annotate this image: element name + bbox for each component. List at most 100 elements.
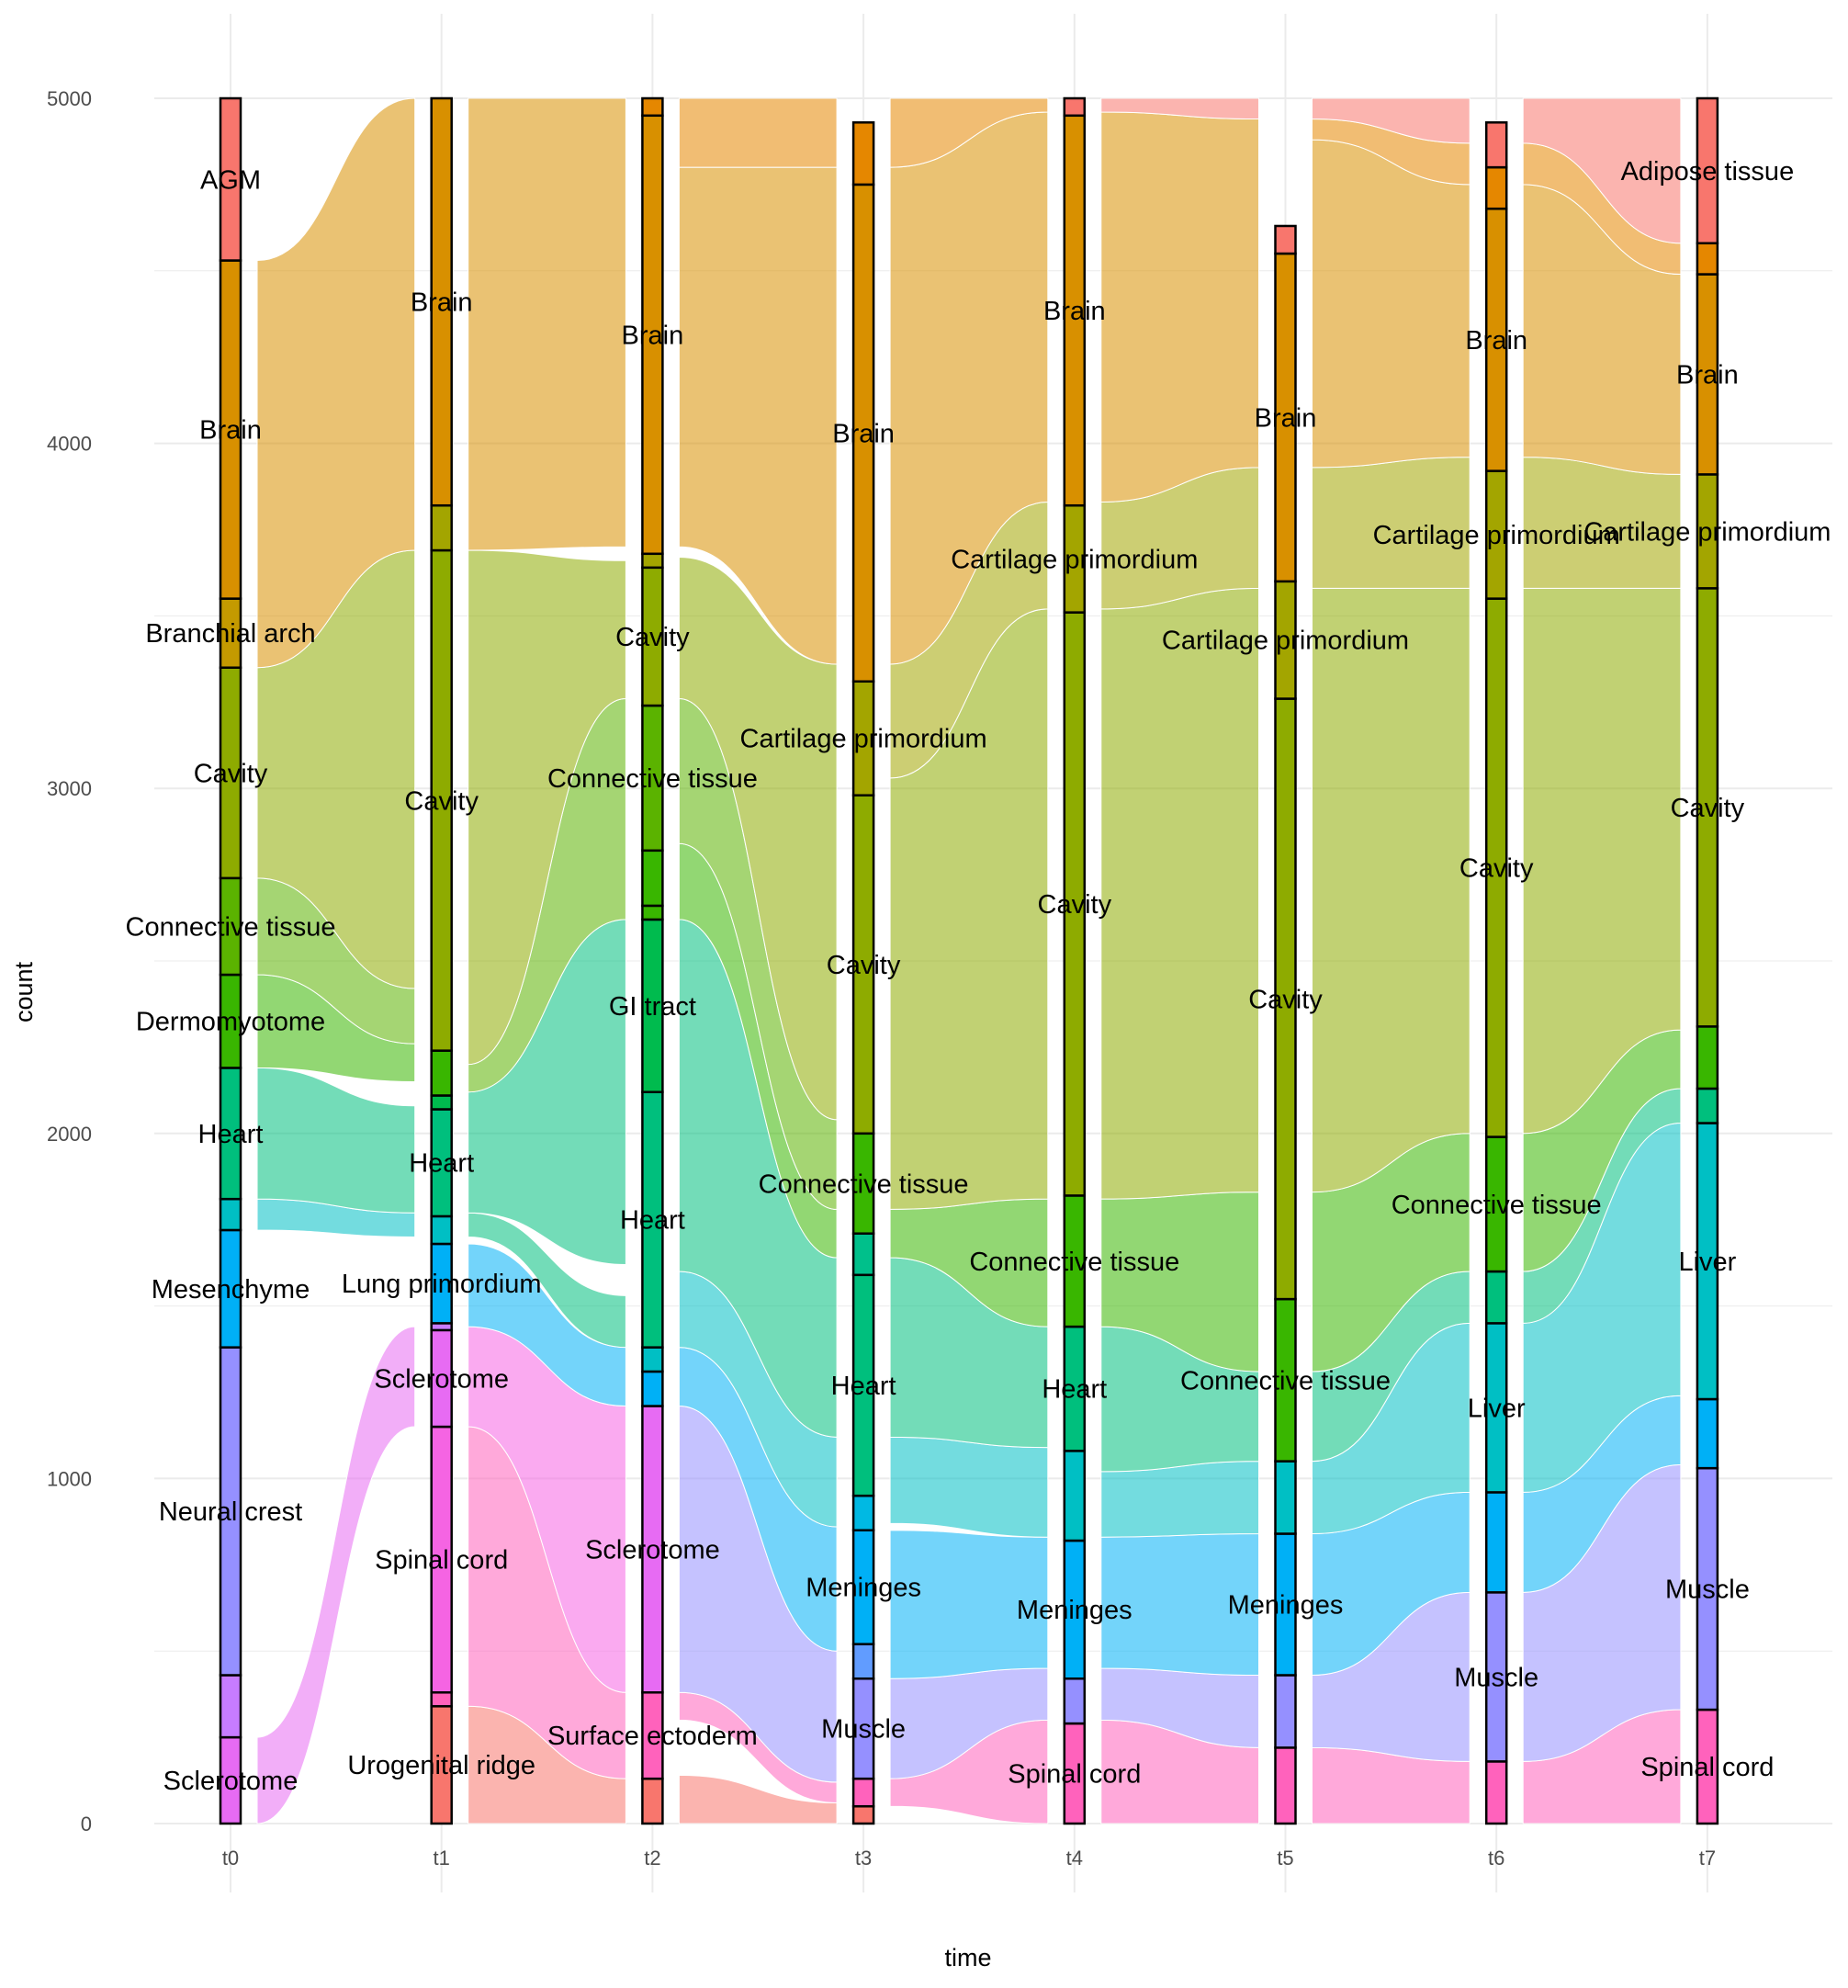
stratum-segment [430, 1214, 453, 1246]
y-axis-ticks: 0 1000 2000 3000 4000 5000 [47, 87, 92, 1836]
flow-band [1100, 97, 1259, 120]
stratum-label: Brain [1676, 360, 1739, 390]
y-tick-label: 3000 [47, 777, 92, 800]
stratum-segment [219, 1197, 242, 1232]
stratum-label: Cavity [1038, 890, 1112, 920]
stratum-segment [641, 552, 664, 570]
flow-band [889, 1436, 1049, 1538]
stratum-label: Adipose tissue [1621, 157, 1795, 186]
stratum-label: Brain [199, 416, 262, 446]
stratum-label: Sclerotome [585, 1535, 720, 1564]
flow-band [468, 1243, 626, 1407]
stratum-segment [219, 1674, 242, 1739]
stratum-label: Mesenchyme [152, 1275, 310, 1305]
stratum-label: Heart [831, 1372, 896, 1401]
stratum-label: Liver [1468, 1394, 1526, 1423]
stratum-label: Brain [1043, 297, 1106, 326]
stratum-segment [1484, 121, 1508, 169]
stratum-segment [1484, 1270, 1508, 1325]
stratum-label: Brain [411, 288, 473, 318]
stratum-segment [1696, 1397, 1719, 1470]
stratum-segment [430, 503, 453, 552]
stratum-label: Connective tissue [126, 912, 336, 942]
x-tick-label: t1 [434, 1847, 450, 1869]
stratum-label: Cartilage primordium [1583, 517, 1831, 547]
stratum-label: Meninges [1017, 1596, 1132, 1625]
flow-band [256, 1067, 416, 1214]
stratum-segment [641, 1346, 664, 1373]
stratum-label: Brain [1255, 403, 1317, 433]
stratum-label: Muscle [821, 1715, 906, 1745]
stratum-segment [219, 96, 242, 262]
stratum-segment [641, 96, 664, 118]
stratum-label: Heart [1042, 1375, 1107, 1405]
stratum-segment [1484, 1760, 1508, 1825]
y-tick-label: 2000 [47, 1123, 92, 1146]
flow-band [678, 557, 838, 1121]
stratum-segment [1274, 1460, 1297, 1535]
strata-columns [219, 96, 1719, 1825]
stratum-segment [851, 1232, 875, 1277]
stratum-segment [851, 1643, 875, 1680]
flow-band [678, 97, 838, 168]
stratum-label: Branchial arch [145, 619, 315, 649]
flow-band [468, 1212, 626, 1349]
stratum-label: Cartilage primordium [740, 725, 987, 754]
flow-band [256, 97, 416, 669]
x-tick-label: t3 [855, 1847, 872, 1869]
stratum-label: Connective tissue [547, 764, 758, 794]
stratum-label: Brain [622, 321, 684, 350]
stratum-label: Cavity [827, 951, 901, 980]
y-tick-label: 4000 [47, 433, 92, 456]
stratum-labels: Sclerotome Neural crest Mesenchyme Heart Der… [126, 157, 1831, 1796]
stratum-segment [851, 121, 875, 186]
stratum-label: Heart [198, 1120, 264, 1149]
stratum-segment [1063, 1450, 1087, 1542]
stratum-label: Muscle [1454, 1663, 1538, 1692]
x-tick-label: t2 [644, 1847, 660, 1869]
stratum-segment [1274, 1674, 1297, 1749]
flow-band [1100, 111, 1259, 503]
stratum-label: Cavity [194, 759, 268, 788]
flow-band [1312, 587, 1471, 1193]
stratum-segment [641, 904, 664, 921]
stratum-segment [1063, 1677, 1087, 1725]
stratum-segment [851, 1777, 875, 1808]
stratum-label: Cartilage primordium [951, 545, 1198, 574]
stratum-label: Cavity [615, 623, 690, 652]
stratum-label: Connective tissue [1392, 1191, 1602, 1220]
stratum-label: Meninges [806, 1574, 921, 1603]
stratum-label: Sclerotome [374, 1364, 509, 1394]
x-axis-title: time [944, 1944, 991, 1971]
stratum-label: Urogenital ridge [347, 1751, 535, 1780]
x-tick-label: t5 [1277, 1847, 1293, 1869]
y-tick-label: 0 [81, 1813, 92, 1836]
x-tick-label: t7 [1699, 1847, 1716, 1869]
stratum-label: Surface ectoderm [547, 1722, 758, 1751]
stratum-segment [430, 96, 453, 507]
x-axis-ticks: t0 t1 t2 t3 t4 t5 t6 t7 [222, 1847, 1716, 1869]
y-axis-title: count [10, 961, 38, 1022]
stratum-segment [1696, 1087, 1719, 1124]
stratum-label: Neural crest [159, 1497, 302, 1527]
stratum-segment [1274, 1746, 1297, 1825]
flow-band [468, 549, 626, 1066]
flow-band [678, 1774, 838, 1824]
y-tick-label: 5000 [47, 87, 92, 110]
stratum-label: Cartilage primordium [1162, 627, 1409, 656]
stratum-label: Brain [832, 419, 895, 448]
stratum-label: Cavity [1248, 985, 1323, 1014]
stratum-label: Spinal cord [375, 1546, 508, 1576]
stratum-label: Connective tissue [1180, 1366, 1391, 1395]
stratum-label: Cavity [1459, 854, 1534, 884]
flow-band [889, 97, 1049, 168]
x-tick-label: t4 [1066, 1847, 1083, 1869]
stratum-segment [1696, 96, 1719, 245]
stratum-label: Cavity [404, 786, 479, 816]
stratum-segment [430, 1094, 453, 1111]
stratum-label: Spinal cord [1008, 1760, 1141, 1790]
stratum-segment [1274, 224, 1297, 255]
x-tick-label: t0 [222, 1847, 239, 1869]
flow-band [256, 1326, 416, 1824]
